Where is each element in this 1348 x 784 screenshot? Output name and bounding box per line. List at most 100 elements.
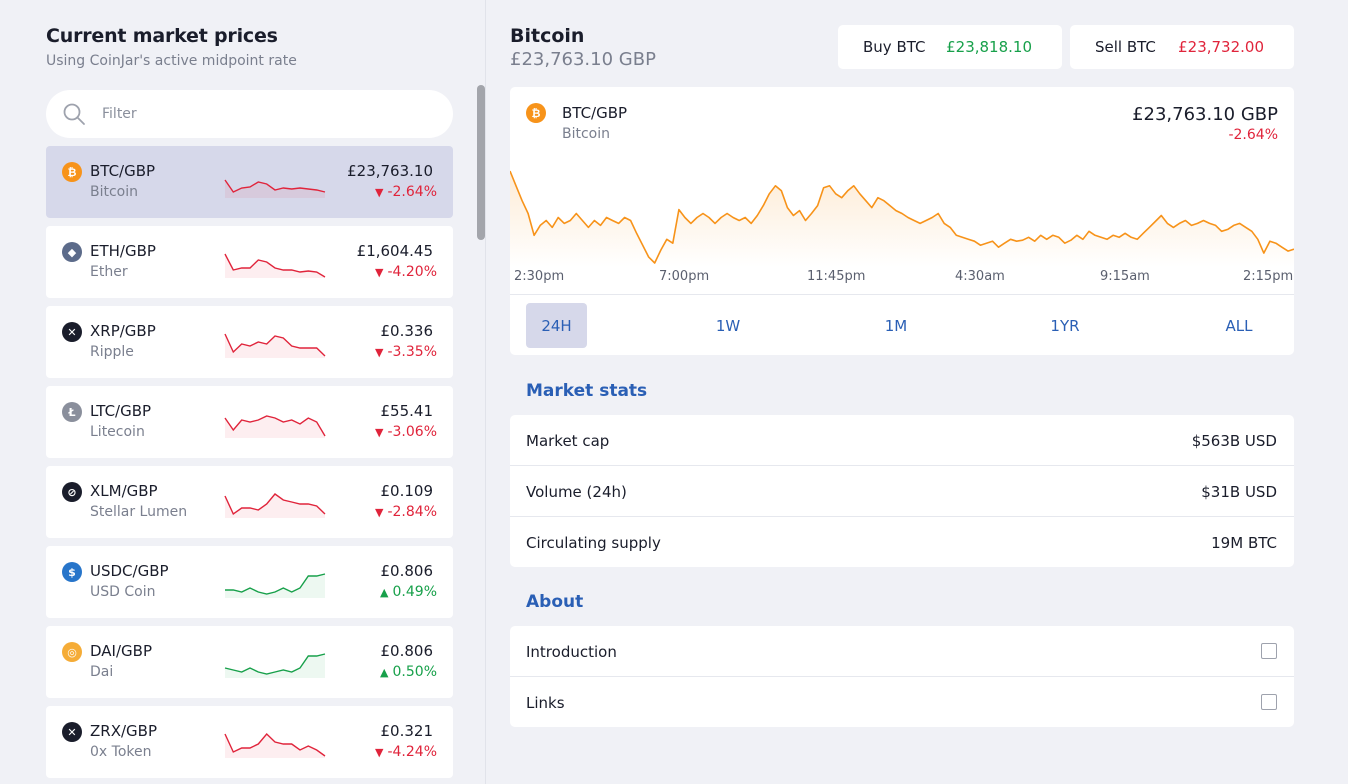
stat-label: Volume (24h) [526, 483, 627, 501]
asset-price: £23,763.10 GBP [510, 49, 656, 70]
zrx-icon: ✕ [62, 722, 82, 742]
coin-change: ▼ -2.84% [375, 504, 437, 520]
asset-title: Bitcoin [510, 25, 585, 47]
range-24h-button[interactable]: 24H [526, 303, 587, 348]
coin-change: ▼ -4.24% [375, 744, 437, 760]
coin-price: £0.806 [380, 562, 434, 580]
coin-name: Ripple [90, 344, 134, 360]
panel-title: Current market prices [46, 25, 278, 47]
sell-label: Sell BTC [1095, 38, 1156, 56]
market-list-panel: Current market prices Using CoinJar's ac… [0, 0, 486, 784]
price-line-chart[interactable] [510, 167, 1294, 267]
triangle-down-icon: ▼ [375, 346, 384, 359]
coin-pair: XRP/GBP [90, 322, 156, 340]
sparkline-area [225, 180, 325, 198]
price-chart-card: ₿ BTC/GBP Bitcoin £23,763.10 GBP -2.64% … [510, 87, 1294, 355]
price-line [510, 170, 1294, 264]
stat-row-volume: Volume (24h) $31B USD [510, 466, 1294, 517]
stat-value: $563B USD [1191, 432, 1277, 450]
stat-row-supply: Circulating supply 19M BTC [510, 517, 1294, 568]
x-tick: 7:00pm [659, 269, 710, 284]
price-area [510, 171, 1294, 267]
sparkline-chart [224, 493, 326, 518]
coin-pair: USDC/GBP [90, 562, 169, 580]
coin-card-eth[interactable]: ◆ ETH/GBP Ether £1,604.45 ▼ -4.20% [46, 226, 453, 298]
sparkline-area [225, 494, 325, 518]
filter-field[interactable] [46, 90, 453, 138]
coin-card-btc[interactable]: ₿ BTC/GBP Bitcoin £23,763.10 ▼ -2.64% [46, 146, 453, 218]
range-1yr-button[interactable]: 1YR [1050, 316, 1080, 335]
change-value: -3.06% [387, 424, 437, 440]
coin-name: Litecoin [90, 424, 145, 440]
coin-change: ▲ 0.50% [380, 664, 437, 680]
triangle-down-icon: ▼ [375, 186, 384, 199]
ether-icon: ◆ [62, 242, 82, 262]
coin-name: Ether [90, 264, 128, 280]
coin-change: ▼ -4.20% [375, 264, 437, 280]
sparkline-line [225, 573, 326, 595]
sparkline-area [225, 416, 325, 438]
buy-button[interactable]: Buy BTC £23,818.10 [838, 25, 1062, 69]
coin-name: Bitcoin [90, 184, 139, 200]
expand-icon[interactable] [1261, 694, 1277, 710]
change-value: -3.35% [387, 344, 437, 360]
sparkline-chart [224, 253, 326, 278]
filter-input[interactable] [102, 106, 402, 122]
coin-card-zrx[interactable]: ✕ ZRX/GBP 0x Token £0.321 ▼ -4.24% [46, 706, 453, 778]
sell-button[interactable]: Sell BTC £23,732.00 [1070, 25, 1294, 69]
change-value: -4.20% [387, 264, 437, 280]
triangle-down-icon: ▼ [375, 426, 384, 439]
sparkline-chart [225, 573, 326, 598]
coin-pair: LTC/GBP [90, 402, 152, 420]
coin-card-usdc[interactable]: $ USDC/GBP USD Coin £0.806 ▲ 0.49% [46, 546, 453, 618]
range-1m-button[interactable]: 1M [884, 316, 908, 335]
sparkline-area [225, 574, 325, 598]
buy-price: £23,818.10 [946, 38, 1032, 56]
coin-name: 0x Token [90, 744, 152, 760]
coin-card-dai[interactable]: ◎ DAI/GBP Dai £0.806 ▲ 0.50% [46, 626, 453, 698]
coin-price: £0.109 [380, 482, 434, 500]
divider [510, 294, 1294, 295]
sparkline-area [225, 254, 325, 278]
stellar-icon: ⊘ [62, 482, 82, 502]
expand-icon[interactable] [1261, 643, 1277, 659]
bitcoin-icon: ₿ [62, 162, 82, 182]
sparkline-chart [224, 653, 326, 678]
change-value: -2.64% [387, 184, 437, 200]
coin-card-xlm[interactable]: ⊘ XLM/GBP Stellar Lumen £0.109 ▼ -2.84% [46, 466, 453, 538]
coin-pair: XLM/GBP [90, 482, 158, 500]
change-value: 0.49% [392, 584, 437, 600]
range-all-button[interactable]: ALL [1225, 316, 1253, 335]
sparkline-line [224, 653, 326, 675]
about-heading: About [526, 592, 584, 612]
sparkline-chart [224, 415, 326, 438]
sell-price: £23,732.00 [1178, 38, 1264, 56]
chart-pair: BTC/GBP [562, 104, 628, 122]
bitcoin-icon: ₿ [526, 103, 546, 123]
about-links-row[interactable]: Links [510, 677, 1294, 728]
coin-pair: BTC/GBP [90, 162, 156, 180]
coin-price: £55.41 [380, 402, 434, 420]
about-card: Introduction Links [510, 626, 1294, 727]
coin-card-ltc[interactable]: Ł LTC/GBP Litecoin £55.41 ▼ -3.06% [46, 386, 453, 458]
sparkline-area [225, 654, 325, 678]
about-introduction-row[interactable]: Introduction [510, 626, 1294, 677]
coin-price: £0.336 [380, 322, 434, 340]
change-value: -2.84% [387, 504, 437, 520]
stat-value: 19M BTC [1211, 534, 1277, 552]
coin-price: £1,604.45 [356, 242, 433, 260]
range-1w-button[interactable]: 1W [715, 316, 741, 335]
list-scrollbar[interactable] [477, 85, 485, 240]
sparkline-line [224, 415, 326, 437]
market-stats-card: Market cap $563B USD Volume (24h) $31B U… [510, 415, 1294, 567]
triangle-down-icon: ▼ [375, 506, 384, 519]
coin-name: Stellar Lumen [90, 504, 188, 520]
buy-label: Buy BTC [863, 38, 926, 56]
chart-coin-name: Bitcoin [562, 126, 611, 142]
coin-card-xrp[interactable]: ✕ XRP/GBP Ripple £0.336 ▼ -3.35% [46, 306, 453, 378]
coin-change: ▲ 0.49% [380, 584, 437, 600]
x-tick: 2:15pm [1243, 269, 1294, 284]
triangle-down-icon: ▼ [375, 746, 384, 759]
coin-name: USD Coin [90, 584, 156, 600]
change-value: -4.24% [387, 744, 437, 760]
